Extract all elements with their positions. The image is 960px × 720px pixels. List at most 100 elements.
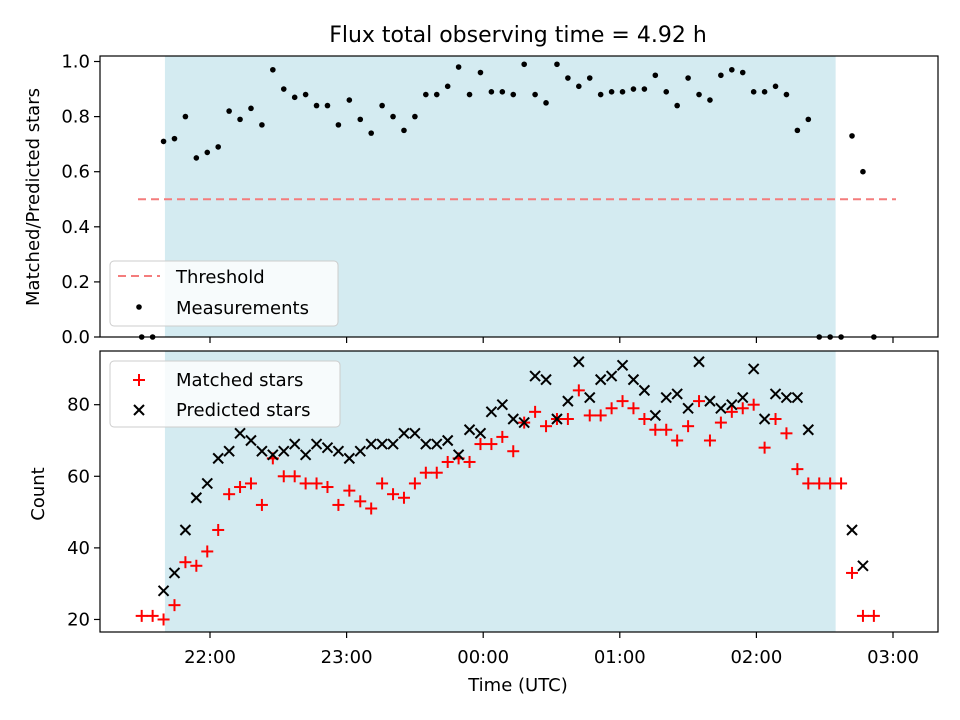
chart-title: Flux total observing time = 4.92 h: [329, 23, 707, 48]
matched-star-marker: [649, 423, 662, 436]
measurement-point: [586, 75, 593, 81]
matched-star-marker: [255, 498, 268, 511]
matched-star-marker: [463, 455, 476, 468]
count-y-tick-label: 40: [67, 538, 90, 559]
matched-star-marker: [354, 495, 367, 508]
predicted-star-marker: [605, 370, 618, 382]
matched-star-marker: [146, 609, 159, 622]
measurement-point: [248, 105, 254, 112]
predicted-star-marker: [310, 438, 323, 450]
matched-star-marker: [605, 402, 618, 415]
predicted-star-marker: [518, 416, 530, 429]
measurement-point: [750, 89, 757, 95]
predicted-star-marker: [201, 477, 213, 490]
matched-star-marker: [846, 566, 859, 579]
measurement-point: [772, 83, 779, 90]
measurement-point: [729, 66, 735, 73]
predicted-star-marker: [594, 373, 607, 386]
measurement-point: [521, 61, 527, 68]
matched-star-marker: [201, 545, 214, 558]
measurement-point: [379, 102, 385, 109]
predicted-star-marker: [562, 395, 574, 407]
matched-star-marker: [321, 481, 334, 494]
matched-star-marker: [594, 409, 607, 422]
matched-star-marker: [365, 502, 378, 515]
predicted-star-marker: [212, 452, 224, 465]
measurement-point: [630, 86, 637, 92]
predicted-star-marker: [682, 402, 694, 414]
matched-star-marker: [693, 395, 706, 408]
measurement-point: [488, 89, 495, 95]
predicted-star-marker: [365, 438, 377, 450]
matched-star-marker: [780, 427, 793, 440]
measurement-point: [565, 75, 571, 81]
count-y-tick-label: 60: [67, 466, 90, 487]
matched-star-marker: [638, 413, 651, 426]
ratio-y-tick-label: 1.0: [61, 52, 90, 73]
predicted-star-marker: [234, 427, 246, 440]
predicted-star-marker: [168, 567, 181, 579]
measurement-point: [849, 133, 855, 139]
predicted-star-marker: [737, 391, 749, 404]
measurement-point: [718, 72, 724, 79]
legend-measurements-label: Measurements: [176, 298, 309, 319]
predicted-star-marker: [190, 492, 203, 504]
matched-star-marker: [223, 488, 236, 501]
matched-star-marker: [769, 413, 782, 426]
measurement-point: [685, 75, 691, 81]
matched-star-marker: [627, 402, 640, 415]
count-y-tick-label: 20: [67, 609, 90, 630]
predicted-star-marker: [278, 445, 290, 457]
predicted-star-marker: [321, 441, 334, 454]
predicted-star-marker: [420, 438, 432, 450]
ratio-panel-frame: [99, 55, 939, 338]
measurement-point: [335, 122, 342, 128]
measurement-point: [237, 116, 243, 123]
measurement-point: [674, 102, 680, 109]
predicted-star-marker: [452, 449, 465, 461]
matched-star-marker: [682, 420, 695, 433]
count-y-tick-label: 80: [67, 395, 90, 416]
predicted-star-marker: [671, 388, 683, 400]
ratio-y-tick-label: 0.4: [61, 217, 90, 238]
ratio-legend: Threshold Measurements: [109, 260, 339, 327]
measurement-point: [707, 97, 713, 103]
predicted-star-marker: [758, 413, 771, 425]
legend-threshold-label: Threshold: [175, 267, 265, 288]
predicted-star-marker: [726, 398, 738, 411]
ratio-legend-box: [109, 260, 339, 327]
predicted-star-marker: [660, 391, 672, 404]
measurement-point: [291, 94, 298, 101]
ratio-y-axis-label: Matched/Predicted stars: [23, 88, 44, 306]
matched-star-marker: [179, 556, 192, 569]
predicted-star-marker: [299, 449, 312, 461]
predicted-star-marker: [179, 524, 192, 536]
matched-star-marker: [474, 438, 487, 451]
measurement-point: [477, 69, 484, 76]
predicted-star-marker: [431, 438, 443, 450]
predicted-star-marker: [332, 445, 345, 457]
measurement-point: [510, 91, 517, 98]
predicted-star-marker: [441, 434, 454, 447]
measurement-point: [794, 127, 801, 134]
matched-star-marker: [507, 445, 520, 458]
predicted-star-marker: [802, 424, 815, 436]
predicted-star-marker: [780, 391, 793, 404]
predicted-star-marker: [343, 452, 356, 465]
matched-star-marker: [714, 416, 727, 429]
measurement-point: [171, 135, 178, 142]
matched-star-marker: [190, 559, 203, 572]
predicted-star-marker: [638, 384, 651, 397]
predicted-star-marker: [256, 445, 268, 457]
matched-star-marker: [288, 470, 301, 483]
predicted-star-marker: [616, 359, 629, 372]
predicted-star-marker: [354, 445, 366, 457]
predicted-star-marker: [551, 413, 563, 425]
legend-measurements-swatch: [136, 304, 142, 310]
matched-star-marker: [387, 488, 400, 501]
matched-star-marker: [813, 477, 826, 490]
measurement-point: [423, 91, 429, 98]
count-panel-frame: [99, 350, 939, 633]
measurement-point: [412, 113, 418, 120]
count-legend-box: [109, 360, 341, 428]
